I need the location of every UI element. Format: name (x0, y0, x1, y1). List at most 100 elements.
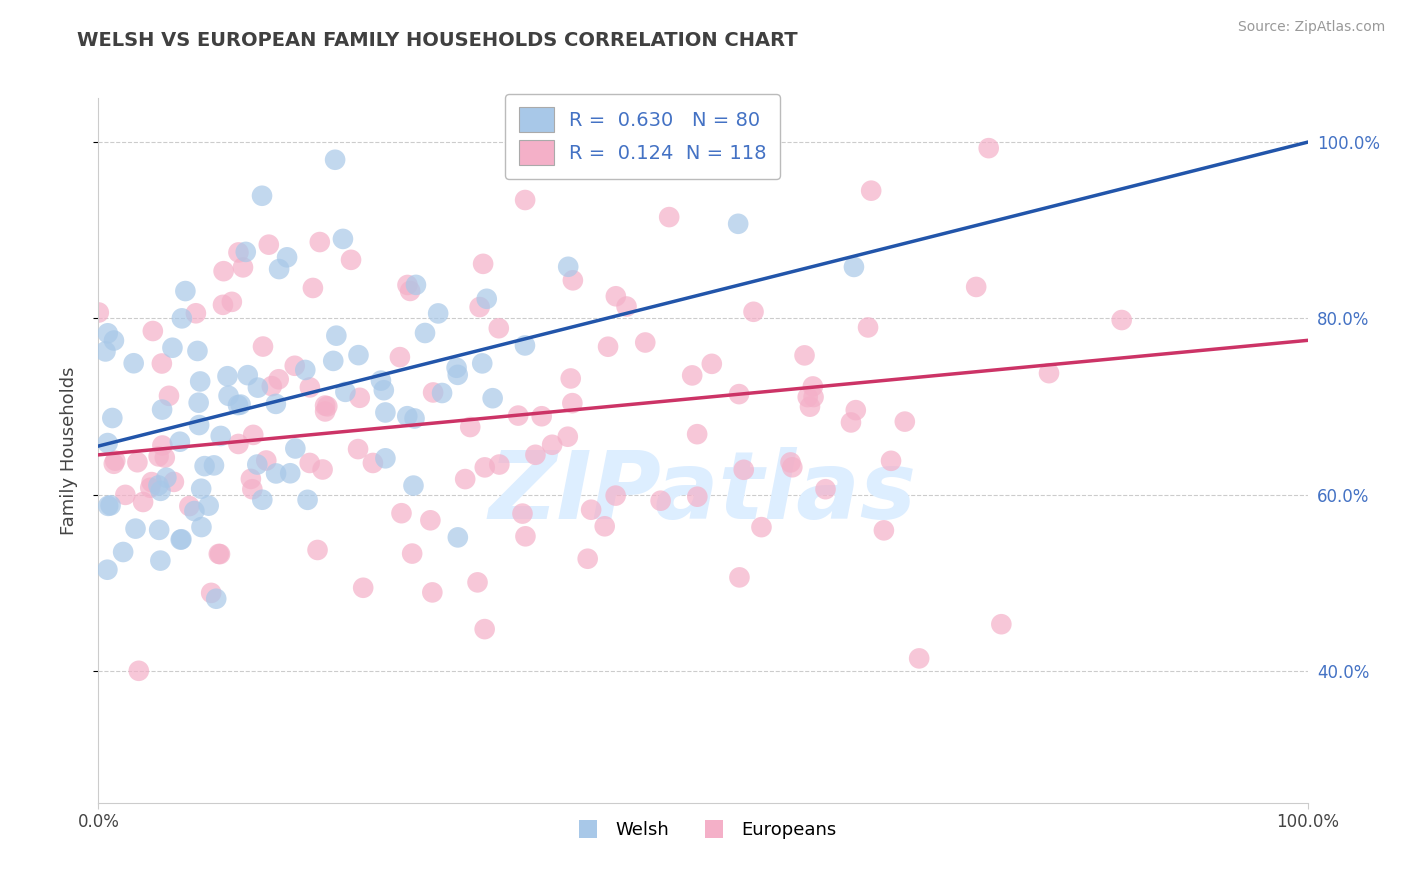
Point (471, 356, 494, 370)
Point (153, 450, 176, 465)
Point (307, 543, 329, 558)
Point (373, 383, 395, 397)
Point (103, 457, 125, 471)
Point (103, 334, 125, 348)
Point (860, 184, 883, 198)
Point (104, 453, 127, 467)
Point (1111, 313, 1133, 327)
Point (100, 499, 122, 513)
Point (183, 504, 205, 518)
Point (347, 442, 370, 456)
Point (150, 438, 173, 452)
Point (658, 210, 681, 224)
Point (880, 454, 903, 468)
Point (325, 328, 347, 343)
Point (686, 427, 709, 442)
Point (468, 300, 491, 314)
Point (297, 492, 319, 507)
Point (965, 280, 987, 294)
Point (229, 398, 252, 412)
Point (186, 343, 208, 358)
Point (814, 482, 837, 496)
Point (269, 262, 291, 277)
Point (149, 483, 172, 498)
Point (97, 499, 120, 513)
Point (308, 235, 330, 249)
Point (162, 341, 184, 355)
Point (314, 399, 336, 413)
Point (170, 311, 193, 326)
Point (170, 533, 193, 547)
Point (278, 467, 301, 481)
Point (94, 344, 117, 359)
Point (170, 533, 193, 547)
Point (218, 389, 240, 403)
Point (530, 409, 553, 424)
Point (454, 472, 477, 486)
Point (226, 398, 249, 412)
Point (205, 591, 228, 606)
Point (276, 250, 298, 264)
Point (316, 400, 339, 414)
Point (686, 490, 709, 504)
Point (239, 472, 262, 486)
Point (576, 551, 599, 566)
Point (294, 363, 316, 377)
Point (246, 381, 269, 395)
Point (184, 306, 207, 320)
Point (202, 458, 225, 473)
Point (405, 277, 427, 292)
Point (908, 651, 931, 665)
Point (977, 141, 1000, 155)
Point (399, 284, 422, 298)
Text: WELSH VS EUROPEAN FAMILY HOUSEHOLDS CORRELATION CHART: WELSH VS EUROPEAN FAMILY HOUSEHOLDS CORR… (77, 31, 799, 50)
Point (513, 193, 536, 207)
Point (488, 321, 510, 335)
Point (347, 348, 370, 362)
Point (257, 237, 280, 252)
Point (481, 391, 503, 405)
Point (401, 547, 423, 561)
Text: ZIPatlas: ZIPatlas (489, 447, 917, 539)
Point (508, 409, 530, 423)
Point (284, 359, 307, 373)
Point (252, 492, 274, 507)
Legend: Welsh, Europeans: Welsh, Europeans (562, 814, 844, 847)
Point (990, 617, 1012, 632)
Point (419, 513, 441, 527)
Point (155, 471, 177, 485)
Point (634, 335, 657, 350)
Point (148, 478, 170, 492)
Point (557, 260, 579, 274)
Point (240, 482, 263, 496)
Point (541, 438, 564, 452)
Point (150, 357, 173, 371)
Point (474, 622, 496, 636)
Point (148, 523, 170, 537)
Point (793, 348, 815, 362)
Point (513, 338, 536, 352)
Point (524, 448, 547, 462)
Point (515, 529, 537, 543)
Text: Source: ZipAtlas.com: Source: ZipAtlas.com (1237, 20, 1385, 34)
Point (842, 260, 865, 274)
Point (374, 451, 396, 466)
Point (114, 488, 136, 502)
Point (796, 390, 818, 404)
Point (97, 326, 120, 341)
Point (605, 289, 627, 303)
Point (157, 389, 180, 403)
Point (122, 356, 145, 370)
Point (413, 326, 436, 340)
Point (475, 292, 498, 306)
Point (467, 575, 489, 590)
Point (427, 306, 450, 320)
Point (605, 489, 627, 503)
Point (149, 553, 172, 567)
Point (208, 547, 231, 561)
Point (298, 456, 321, 470)
Point (179, 499, 201, 513)
Point (422, 385, 444, 400)
Point (148, 450, 170, 464)
Point (420, 585, 443, 599)
